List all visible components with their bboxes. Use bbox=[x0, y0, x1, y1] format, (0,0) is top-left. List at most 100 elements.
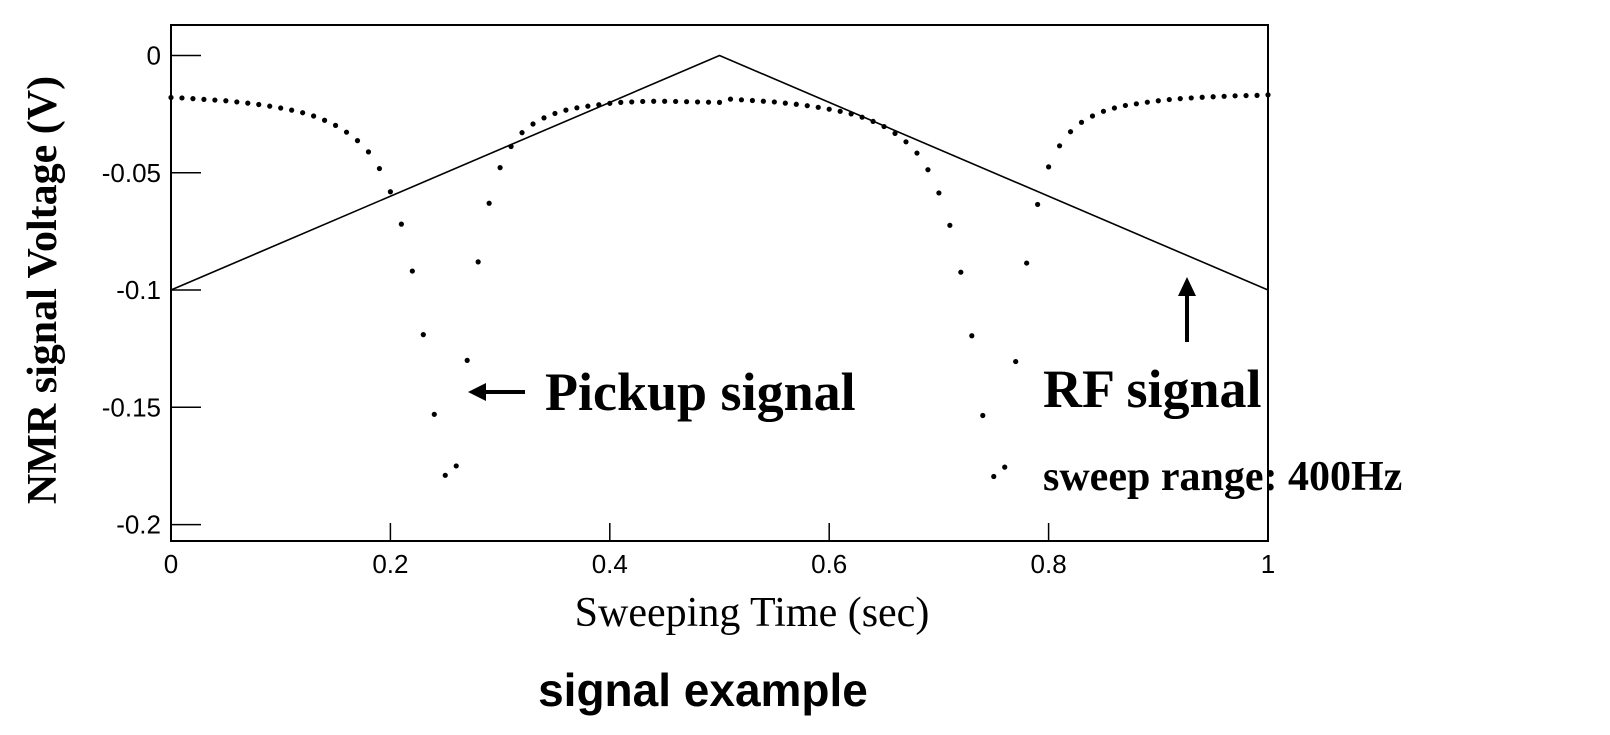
data-point bbox=[629, 99, 635, 105]
data-point bbox=[705, 99, 712, 105]
data-point bbox=[497, 165, 503, 171]
sweep-label: sweep range: 400Hz bbox=[1043, 454, 1402, 500]
data-point bbox=[991, 473, 997, 480]
x-tick-label: 0.4 bbox=[592, 549, 628, 579]
data-point bbox=[1188, 95, 1194, 101]
data-point bbox=[1254, 92, 1260, 98]
data-point bbox=[980, 412, 986, 419]
plot-frame bbox=[170, 24, 1269, 542]
data-point bbox=[387, 189, 393, 195]
data-point bbox=[332, 122, 339, 128]
data-point bbox=[1067, 129, 1074, 135]
data-point bbox=[267, 103, 273, 109]
pickup-label: Pickup signal bbox=[545, 362, 856, 422]
rf-line bbox=[170, 54, 1269, 291]
data-point bbox=[1243, 92, 1249, 99]
data-point bbox=[936, 190, 942, 196]
data-point bbox=[673, 98, 679, 105]
data-point bbox=[1210, 94, 1216, 100]
data-point bbox=[947, 222, 953, 228]
data-point bbox=[398, 221, 404, 227]
y-tick-label: -0.15 bbox=[102, 392, 161, 422]
data-point bbox=[519, 130, 525, 136]
data-point bbox=[837, 108, 843, 114]
data-point bbox=[234, 99, 240, 105]
data-point bbox=[716, 99, 723, 105]
data-point bbox=[376, 165, 383, 172]
y-tick-label: -0.2 bbox=[116, 510, 161, 540]
data-point bbox=[409, 268, 415, 274]
x-tick-label: 1 bbox=[1261, 549, 1275, 579]
y-axis-label: NMR signal Voltage (V) bbox=[20, 76, 66, 504]
rf-label: RF signal bbox=[1043, 359, 1262, 419]
data-point bbox=[1199, 94, 1205, 100]
data-point bbox=[585, 103, 591, 109]
data-point bbox=[563, 107, 569, 113]
data-point bbox=[442, 472, 448, 478]
data-point bbox=[201, 96, 207, 102]
data-point bbox=[1177, 96, 1183, 102]
data-point bbox=[1056, 143, 1063, 149]
data-point bbox=[190, 96, 196, 102]
data-point bbox=[530, 121, 536, 127]
data-point bbox=[278, 105, 284, 111]
data-point bbox=[1078, 119, 1085, 125]
data-point bbox=[892, 130, 898, 136]
data-point bbox=[662, 98, 668, 104]
chart-title: signal example bbox=[538, 664, 868, 716]
data-point bbox=[311, 113, 317, 119]
data-point bbox=[969, 333, 975, 339]
data-point bbox=[289, 107, 295, 113]
data-point bbox=[1002, 464, 1008, 470]
data-point bbox=[1122, 102, 1128, 109]
data-point bbox=[1046, 164, 1052, 170]
data-point bbox=[464, 357, 470, 363]
data-point bbox=[365, 149, 372, 155]
data-point bbox=[168, 94, 174, 101]
data-point bbox=[760, 98, 766, 104]
data-point bbox=[782, 100, 788, 106]
data-point bbox=[1155, 98, 1161, 104]
data-point bbox=[1024, 260, 1030, 266]
data-point bbox=[1100, 108, 1107, 114]
data-point bbox=[903, 139, 909, 145]
data-point bbox=[574, 105, 580, 111]
data-point bbox=[420, 332, 426, 338]
data-point bbox=[475, 259, 481, 265]
data-point bbox=[552, 110, 558, 117]
x-tick-label: 0.8 bbox=[1031, 549, 1067, 579]
data-point bbox=[749, 97, 756, 104]
x-axis-label: Sweeping Time (sec) bbox=[575, 590, 930, 636]
data-point bbox=[1035, 201, 1041, 208]
data-point bbox=[212, 97, 218, 103]
y-tick-label: 0 bbox=[147, 40, 161, 70]
data-point bbox=[300, 110, 306, 116]
data-point bbox=[245, 100, 251, 106]
data-point bbox=[1013, 358, 1019, 365]
data-point bbox=[925, 167, 931, 173]
data-point bbox=[694, 99, 701, 105]
data-point bbox=[793, 101, 799, 107]
data-point bbox=[1133, 101, 1139, 107]
x-tick-label: 0 bbox=[164, 549, 178, 579]
data-point bbox=[804, 103, 810, 109]
y-tick-label: -0.05 bbox=[102, 158, 161, 188]
data-point bbox=[651, 98, 657, 104]
data-point bbox=[321, 117, 328, 123]
data-point bbox=[640, 98, 646, 105]
data-point bbox=[431, 411, 437, 417]
data-point bbox=[354, 138, 361, 144]
data-point bbox=[738, 97, 745, 103]
pickup-arrow bbox=[468, 383, 525, 401]
data-point bbox=[815, 104, 821, 110]
data-point bbox=[958, 269, 964, 275]
data-point bbox=[914, 150, 920, 156]
data-point bbox=[343, 129, 350, 135]
data-point bbox=[1089, 113, 1096, 119]
data-point bbox=[771, 99, 777, 105]
data-point bbox=[1166, 96, 1172, 103]
data-point bbox=[1221, 93, 1227, 99]
data-point bbox=[179, 95, 185, 101]
